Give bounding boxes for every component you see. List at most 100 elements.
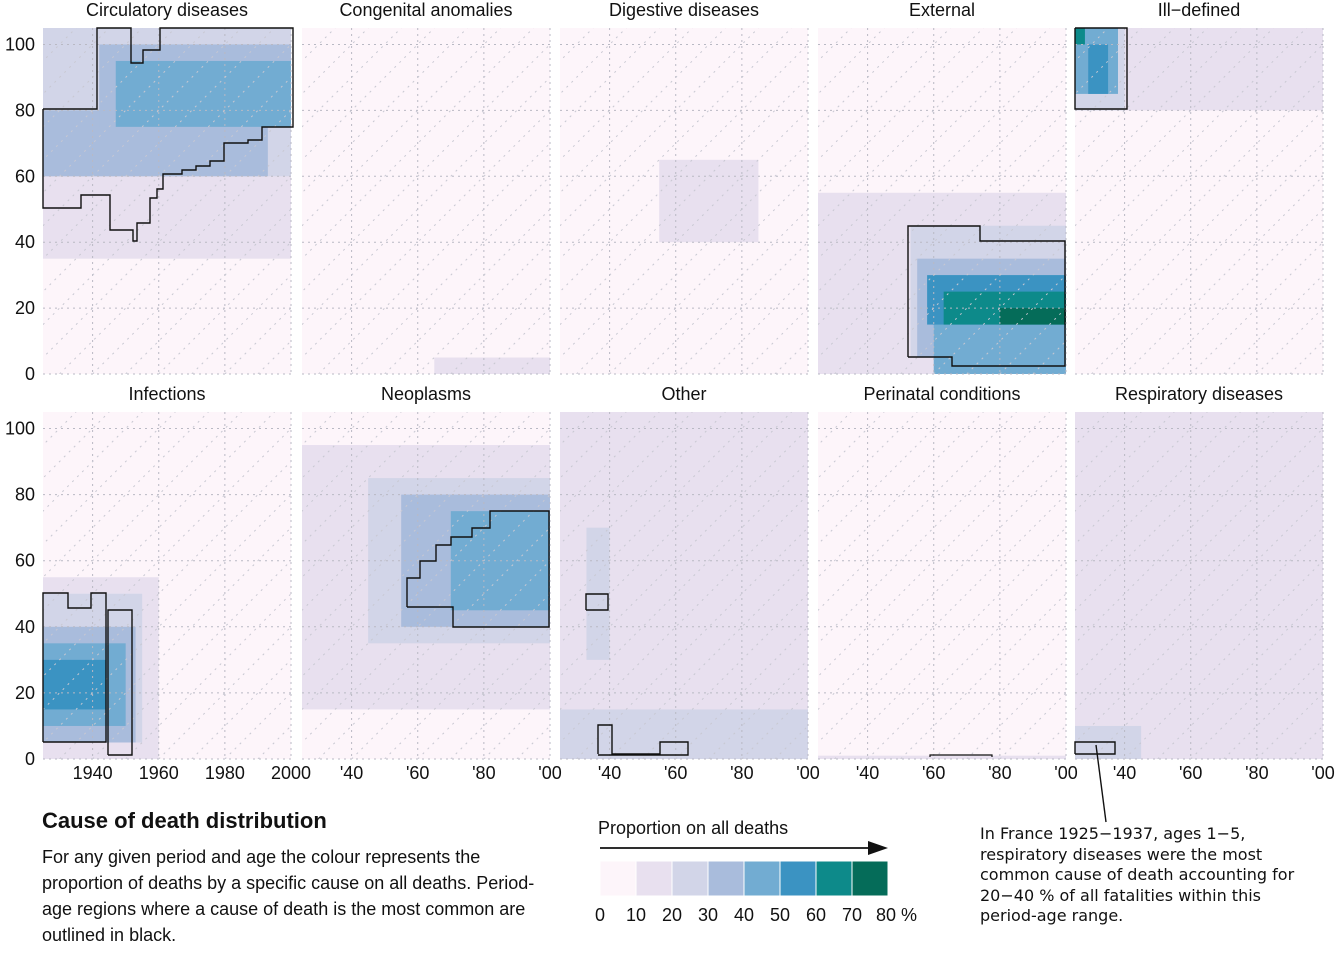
x-tick-label: '00 [1054,763,1077,783]
y-tick-label: 100 [5,419,35,439]
cohort-line [43,76,291,326]
heat-cell [115,60,291,127]
cohort-line [560,28,792,260]
x-tick-label: '00 [538,763,561,783]
legend-break-label: 60 [806,905,826,925]
legend-swatch [635,860,673,897]
cohort-line [609,175,808,374]
cohort-line [560,412,792,645]
facet-circulatory-diseases: Circulatory diseases 0 20 40 60 80 100 [5,0,292,384]
cohort-line [1075,412,1307,645]
legend-swatch [599,860,637,897]
cohort-line [1075,28,1307,260]
heat-cell [659,159,759,243]
cohort-line [818,412,1050,645]
x-tick-label: '60 [1179,763,1202,783]
facet-other: Other '40 '60 '80 '00 [560,384,820,783]
y-tick-label: 80 [15,485,35,505]
cohort-line [818,109,1066,359]
facet-respiratory-diseases: Respiratory diseases '40 '60 '80 '00 [1075,384,1335,783]
cohort-line [560,109,808,359]
facet-title: Ill−defined [1158,0,1241,20]
cohort-line [302,109,550,359]
cohort-line [302,460,550,711]
cohort-line [1091,526,1323,759]
facet-title: Neoplasms [381,384,471,404]
legend-break-label: 10 [626,905,646,925]
cohort-line [1075,460,1323,711]
outline-other-2 [597,724,689,756]
y-tick-label: 20 [15,298,35,318]
cohort-line [576,526,808,759]
legend-break-label: 70 [842,905,862,925]
cohort-line [318,526,550,759]
cohort-line [302,43,550,293]
x-tick-label: '40 [856,763,879,783]
x-tick-label: '40 [1113,763,1136,783]
x-tick-label: 1940 [73,763,113,783]
cohort-line [560,493,808,744]
cohort-line [43,427,291,678]
legend-swatch [743,860,781,897]
cohort-line [318,142,550,374]
facet-ill-defined: Ill−defined [1075,0,1324,375]
cohort-line [560,28,759,227]
facet-title: Congenital anomalies [339,0,512,20]
x-tick-label: '80 [730,763,753,783]
cohort-line [818,460,1066,711]
cohort-line [351,560,550,759]
x-tick-label: 1980 [205,763,245,783]
cohort-line [560,412,759,611]
y-tick-label: 80 [15,100,35,120]
cohort-line [43,28,242,227]
cohort-line [560,427,808,678]
x-tick-label: '80 [988,763,1011,783]
x-tick-label: '40 [340,763,363,783]
cohort-line [818,427,1066,678]
cohort-line [302,28,534,260]
cohort-line [867,560,1066,759]
cohort-line [576,142,808,374]
cohort-line [1091,142,1323,374]
x-tick-label: 1960 [139,763,179,783]
outline-other-1 [585,593,609,611]
y-tick-label: 40 [15,617,35,637]
annotation-note: In France 1925−1937, ages 1−5, respirato… [980,824,1295,925]
facet-congenital-anomalies: Congenital anomalies [302,0,551,375]
legend-break-label: 30 [698,905,718,925]
heat-cell [434,357,550,374]
cohort-line [302,412,501,611]
y-tick-label: 0 [25,749,35,769]
cohort-line [59,142,291,374]
heat-cell [1075,28,1085,45]
x-tick-label: '80 [472,763,495,783]
outline-circulatory [42,27,294,242]
cohort-line [560,76,808,326]
cohort-line [867,175,1066,374]
legend-break-label: 20 [662,905,682,925]
outline-neoplasms [406,510,550,628]
cohort-line [302,28,501,227]
cohort-line [92,175,291,374]
x-tick-label: '00 [1311,763,1334,783]
annotation-leader [1095,744,1107,823]
facet-title: Digestive diseases [609,0,759,20]
cohort-line [43,493,291,744]
legend-swatch [671,860,709,897]
heat-cell [999,308,1066,325]
cohort-line [818,28,1017,227]
legend-swatch [815,860,853,897]
legend-break-label: 0 [595,905,605,925]
heat-cell [818,755,1066,759]
cohort-line [834,142,1066,374]
cohort-line [1075,412,1274,611]
legend-title: Proportion on all deaths [598,818,789,838]
y-tick-label: 60 [15,551,35,571]
cohort-line [1075,43,1323,293]
cohort-line [1322,758,1323,759]
legend-break-label: 40 [734,905,754,925]
cohort-line [1124,175,1323,374]
cohort-line [560,460,808,711]
cohort-line [92,560,291,759]
legend-swatch [851,860,889,897]
